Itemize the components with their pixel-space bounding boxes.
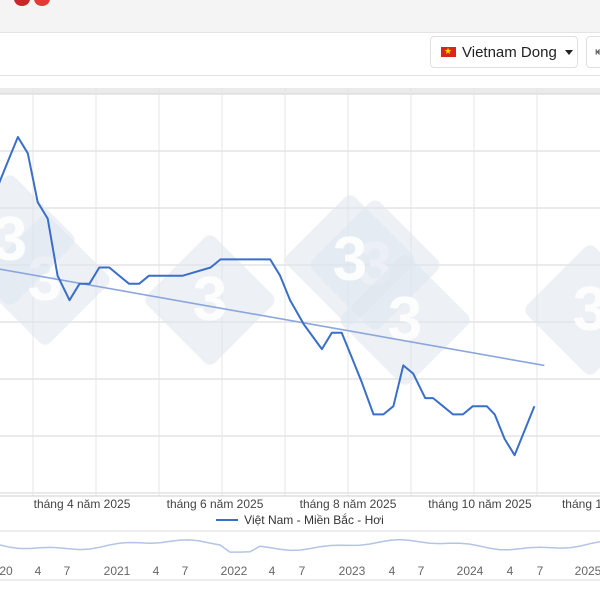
plot-background (0, 88, 600, 496)
navigator-tick-label: 4 (35, 564, 42, 578)
x-tick-label: tháng 1 (562, 497, 600, 511)
navigator-series-line (0, 538, 600, 553)
legend-swatch (216, 519, 239, 521)
navigator-tick-label: 2023 (339, 564, 366, 578)
navigator-tick-label: 4 (269, 564, 276, 578)
chart-options-button[interactable]: ⇤ (586, 36, 600, 68)
navigator-tick-label: 20 (0, 564, 13, 578)
navigator-tick-label: 7 (299, 564, 306, 578)
top-strip (0, 0, 600, 33)
currency-dropdown-button[interactable]: Vietnam Dong (430, 36, 578, 68)
currency-label: Vietnam Dong (462, 43, 557, 61)
navigator-tick-label: 2021 (104, 564, 131, 578)
caret-down-icon (564, 49, 573, 55)
navigator-background (0, 530, 600, 580)
legend-label: Việt Nam - Miền Bắc - Hơi (244, 513, 384, 527)
navigator-tick-label: 7 (537, 564, 544, 578)
navigator-tick-label: 2022 (221, 564, 248, 578)
navigator-tick-label: 2024 (457, 564, 484, 578)
navigator-tick-label: 4 (153, 564, 160, 578)
x-tick-label: tháng 10 năm 2025 (428, 497, 532, 511)
navigator-tick-label: 7 (418, 564, 425, 578)
x-tick-label: tháng 8 năm 2025 (300, 497, 397, 511)
x-tick-label: tháng 4 năm 2025 (34, 497, 131, 511)
logo-dot-icon (14, 0, 30, 6)
x-tick-label: tháng 6 năm 2025 (167, 497, 264, 511)
navigator-tick-label: 4 (389, 564, 396, 578)
logo-dot-icon (34, 0, 50, 6)
navigator-tick-label: 7 (182, 564, 189, 578)
vietnam-flag-icon (441, 43, 456, 59)
chart-icon: ⇤ (595, 44, 600, 59)
chart-legend[interactable]: Việt Nam - Miền Bắc - Hơi (0, 511, 600, 529)
navigator-tick-label: 2025 (575, 564, 600, 578)
navigator-tick-label: 7 (64, 564, 71, 578)
navigator-tick-label: 4 (507, 564, 514, 578)
